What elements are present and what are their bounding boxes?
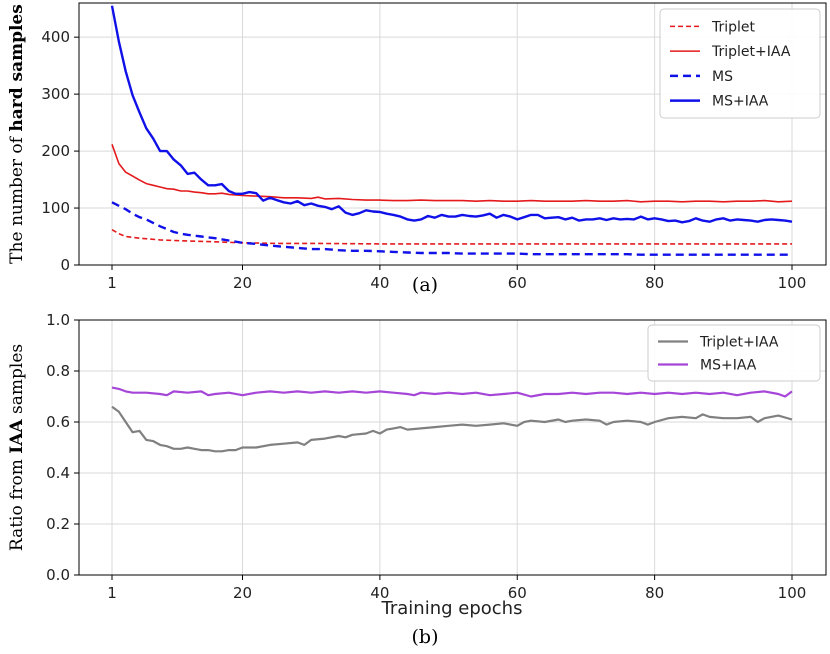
- panel-b-ytick-label: 0.0: [46, 566, 70, 584]
- panel-a-legend-label-2: MS: [712, 69, 733, 85]
- panel-b-plot: 1 20 40 60 80 100 0.0 0.2 0.4 0.6 0.8 1.0 Ratio from…: [7, 311, 827, 648]
- panel-a-legend-label-0: Triplet: [711, 19, 756, 35]
- panel-a-ylabel-bold: hard samples: [7, 4, 27, 131]
- panel-a-series-2: [111, 201, 792, 256]
- panel-b-y-axis-label: Ratio from IAA samples: [7, 344, 27, 551]
- panel-a-ytick-label: 400: [41, 28, 70, 46]
- panel-b-series-1: [111, 386, 793, 398]
- panel-a-legend-box: [659, 8, 821, 119]
- panel-a-ytick-label: 300: [41, 85, 70, 103]
- panel-a-caption: (a): [412, 274, 438, 296]
- panel-a-xtick-label: 40: [370, 274, 389, 292]
- panel-a-xtick-label: 20: [233, 274, 252, 292]
- panel-b-x-axis-label: Training epochs: [381, 598, 523, 619]
- panel-b-ytick-label: 0.8: [46, 362, 70, 380]
- panel-b-xtick-label: 1: [107, 584, 117, 602]
- panel-a-xtick-label: 1: [107, 274, 117, 292]
- panel-a-plot: 1 20 40 60 80 100 0 100 200 300 400 The number of h…: [7, 2, 827, 296]
- panel-a-series-1: [111, 144, 793, 203]
- panel-b-legend: Triplet+IAA MS+IAA: [647, 324, 821, 382]
- panel-b-ytick-label: 1.0: [46, 311, 70, 329]
- panel-a-ylabel-prefix: The number of: [7, 132, 27, 264]
- panel-b-legend-box: [647, 324, 821, 382]
- panel-a-series-0: [111, 229, 792, 245]
- panel-b-ylabel-prefix: Ratio from: [7, 454, 27, 551]
- panel-a-y-axis-label: The number of hard samples: [7, 4, 27, 264]
- panel-a-legend-label-1: Triplet+IAA: [711, 44, 791, 60]
- panel-b-xtick-label: 20: [233, 584, 252, 602]
- panel-b-xtick-label: 40: [370, 584, 389, 602]
- panel-b-ylabel-suffix: samples: [7, 344, 27, 420]
- panel-a-ytick-label: 0: [60, 256, 70, 274]
- panel-b-xtick-label: 80: [645, 584, 664, 602]
- panel-b-caption: (b): [412, 626, 439, 648]
- panel-a-xtick-label: 80: [645, 274, 664, 292]
- panel-b-xtick-label: 60: [508, 584, 527, 602]
- panel-b-legend-label-0: Triplet+IAA: [699, 335, 779, 351]
- panel-a-legend: Triplet Triplet+IAA MS MS+IAA: [659, 8, 821, 119]
- panel-a-legend-label-3: MS+IAA: [712, 94, 769, 110]
- panel-a-series-3: [110, 5, 793, 224]
- panel-a-frame: [78, 2, 827, 266]
- panel-a-ytick-label: 200: [41, 142, 70, 160]
- panel-b-legend-label-1: MS+IAA: [700, 358, 757, 374]
- panel-b-ytick-label: 0.6: [46, 413, 70, 431]
- panel-a-xtick-label: 100: [778, 274, 807, 292]
- panel-b-ytick-label: 0.4: [46, 464, 70, 482]
- panel-a-ytick-label: 100: [41, 199, 70, 217]
- panel-b-xtick-label: 100: [778, 584, 807, 602]
- panel-b-ylabel-bold: IAA: [7, 419, 27, 454]
- panel-a-xtick-label: 60: [508, 274, 527, 292]
- panel-b-frame: [78, 319, 827, 576]
- panel-b-series-0: [111, 405, 793, 453]
- panel-b-ytick-label: 0.2: [46, 515, 70, 533]
